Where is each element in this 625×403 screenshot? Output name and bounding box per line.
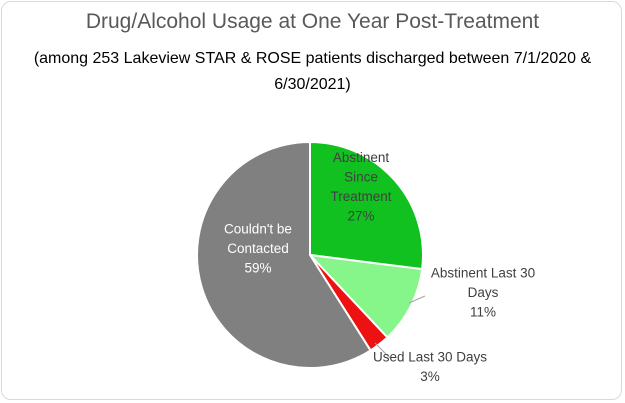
slice-value-label-1: 11% <box>470 305 496 320</box>
slice-label-line-3-0: Couldn't be <box>224 222 292 237</box>
slice-label-line-1-0: Abstinent Last 30 <box>431 266 535 281</box>
slice-label-line-1-1: Days <box>468 285 499 300</box>
slice-label-line-0-0: Abstinent <box>333 150 390 165</box>
slice-label-line-0-2: Treatment <box>330 189 391 204</box>
slice-value-label-0: 27% <box>347 208 374 223</box>
slice-label-1: Abstinent Last 30 Days 11% <box>431 266 535 320</box>
slice-label-3: Couldn't be Contacted 59% <box>224 222 292 276</box>
slice-value-label-3: 59% <box>244 261 271 276</box>
chart-subtitle: (among 253 Lakeview STAR & ROSE patients… <box>0 46 625 98</box>
chart-subtitle-line-1: (among 253 Lakeview STAR & ROSE patients… <box>33 50 592 67</box>
slice-label-line-0-1: Since <box>344 169 378 184</box>
slice-label-line-2-0: Used Last 30 Days <box>373 349 487 364</box>
slice-value-label-2: 3% <box>420 369 440 384</box>
slice-label-line-3-1: Contacted <box>227 241 289 256</box>
pie-slice-1 <box>307 253 424 339</box>
slice-label-0: Abstinent Since Treatment 27% <box>330 150 391 224</box>
slice-label-2: Used Last 30 Days 3% <box>373 349 487 384</box>
leader-line-1 <box>408 295 426 304</box>
pie-slice-0 <box>309 140 424 271</box>
chart-subtitle-line-2: 6/30/2021) <box>274 76 351 93</box>
leader-line-2 <box>374 342 391 359</box>
chart-title: Drug/Alcohol Usage at One Year Post-Trea… <box>85 10 540 33</box>
pie-slice-3 <box>196 140 372 369</box>
